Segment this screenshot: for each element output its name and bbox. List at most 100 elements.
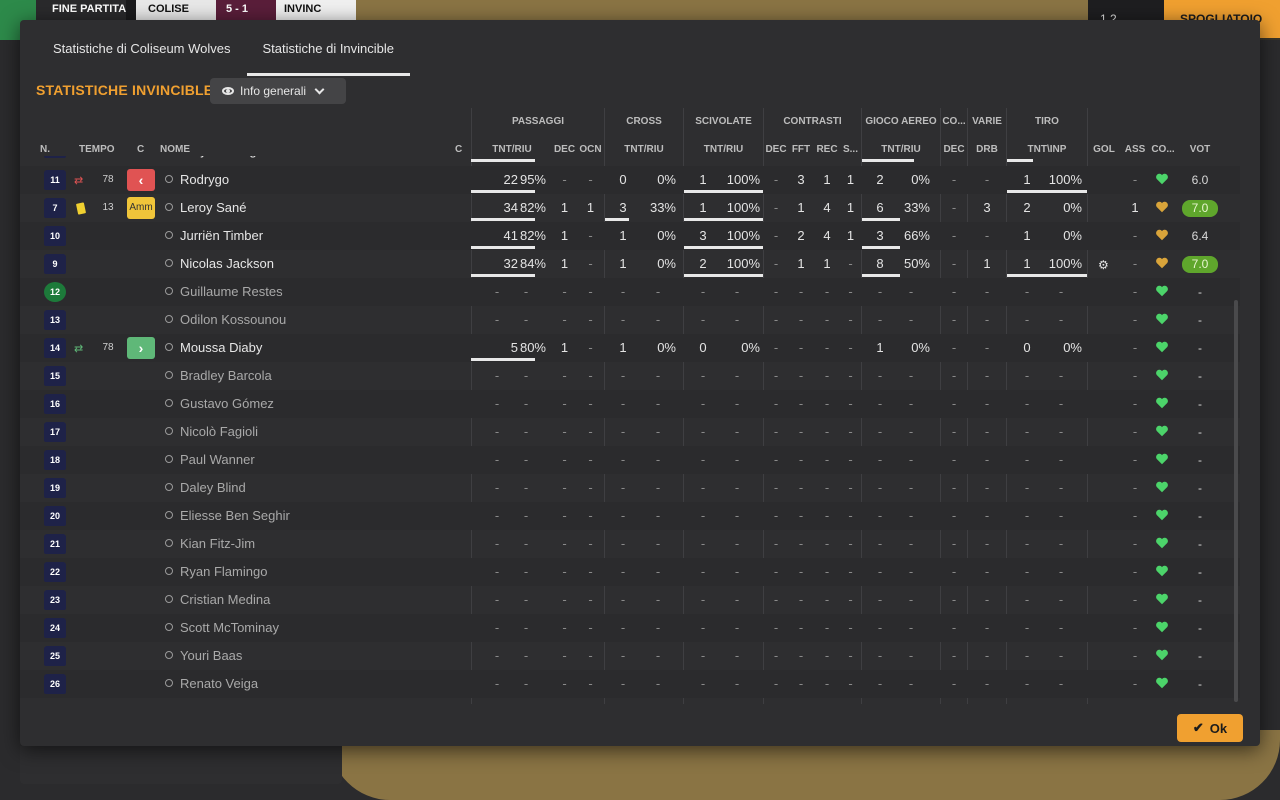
table-row[interactable]: 18 Paul Wanner - - - - - - - - - - - - - - - - - - - - — [20, 446, 1240, 474]
tab-coliseum-wolves[interactable]: Statistiche di Coliseum Wolves — [20, 20, 247, 76]
table-row[interactable]: 22 Ryan Flamingo - - - - - - - - - - - - - - - - - - - - — [20, 558, 1240, 586]
match-rating: - — [1198, 285, 1202, 299]
stat-cs: - — [848, 396, 853, 411]
col-n[interactable]: N. — [40, 144, 50, 155]
table-row[interactable]: 16 Gustavo Gómez - - - - - - - - - - - - - - - - - - - - — [20, 390, 1240, 418]
table-row[interactable]: 13 Odilon Kossounou - - - - - - - - - - - - - - - - - - - - — [20, 306, 1240, 334]
stat-drb: - — [984, 284, 990, 299]
table-row[interactable]: 11 ⇄ 78 ‹ Rodrygo 22 95% - -0 0% 1 100% -3 1 1 2 0% - -1 10… — [20, 166, 1240, 194]
col-con-s[interactable]: S... — [842, 144, 858, 155]
shirt-icon: 7 — [44, 198, 66, 218]
col-con-rec[interactable]: REC — [816, 144, 838, 155]
booked-badge: Amm — [127, 197, 155, 219]
stat-a2: - — [908, 480, 914, 495]
col-vot[interactable]: VOT — [1189, 144, 1211, 155]
col-pass-ocn[interactable]: OCN — [579, 144, 602, 155]
stat-c1: 0 — [619, 172, 627, 187]
stat-codec: - — [951, 676, 957, 691]
stat-bar — [1007, 274, 1087, 277]
table-row[interactable]: 17 Nicolò Fagioli - - - - - - - - - - - - - - - - - - - - — [20, 418, 1240, 446]
table-row[interactable]: 14 ⇄ 78 › Moussa Diaby 5 80% 1-1 0% 0 0% - - - -1 0% - -0… — [20, 334, 1240, 362]
table-row[interactable]: 7 13 Amm Leroy Sané 34 82% 1 1 3 33% 1 100% -1 4 1 6 33%… — [20, 194, 1240, 222]
table-row[interactable]: 25 Youri Baas - - - - - - - - - - - - - - - - - - - - — [20, 642, 1240, 670]
col-sciv-tnt[interactable]: TNT/RIU — [703, 144, 744, 155]
stat-c1: 1 — [619, 256, 627, 271]
table-row-partial[interactable]: Ilkay Gündoğan — [20, 156, 1240, 166]
table-row[interactable]: 24 Scott McTominay - - - - - - - - - - - - - - - - - - - - — [20, 614, 1240, 642]
table-row[interactable]: 10 Jurriën Timber 41 82% 1-1 0% 3 100% -2 4 1 3 66% -… — [20, 222, 1240, 250]
person-icon — [163, 567, 173, 578]
col-nome[interactable]: NOME — [160, 144, 190, 155]
table-row[interactable]: 23 Cristian Medina - - - - - - - - - - - - - - - - - - - - — [20, 586, 1240, 614]
stat-s2: 100% — [726, 172, 760, 187]
stat-pocn: - — [588, 676, 593, 691]
stat-c2: - — [655, 368, 661, 383]
home-team: COLISE — [148, 3, 189, 15]
table-row[interactable]: 9 Nicolas Jackson 32 84% 1-1 0% 2 100% -1 1-8 50% -… — [20, 250, 1240, 278]
stat-p2: - — [523, 312, 529, 327]
stat-ass: - — [1132, 564, 1138, 579]
stat-t2: - — [1058, 424, 1064, 439]
col-co-dec[interactable]: DEC — [943, 144, 965, 155]
match-rating: - — [1198, 593, 1202, 607]
stat-codec: - — [951, 620, 957, 635]
pitch-strip — [330, 0, 1090, 22]
stat-cdec: - — [773, 592, 779, 607]
stat-fft: - — [798, 592, 804, 607]
stat-c2: - — [655, 312, 661, 327]
col-con-dec[interactable]: DEC — [765, 144, 787, 155]
stat-drb: - — [984, 424, 990, 439]
stat-s1: - — [700, 620, 706, 635]
tab-invincible[interactable]: Statistiche di Invincible — [246, 20, 411, 76]
col-tiro-tnt[interactable]: TNT\INP — [1027, 144, 1067, 155]
col-gol[interactable]: GOL — [1093, 144, 1115, 155]
stat-t2: - — [1058, 396, 1064, 411]
stat-cdec: - — [773, 256, 779, 271]
vertical-scrollbar[interactable] — [1234, 300, 1238, 702]
col-c[interactable]: C — [137, 144, 145, 155]
shirt-icon: 10 — [44, 226, 66, 246]
stat-bar — [862, 274, 900, 277]
player-name: Kian Fitz-Jim — [180, 536, 256, 551]
col-ass[interactable]: ASS — [1124, 144, 1146, 155]
stat-cs: - — [848, 620, 853, 635]
col-drb[interactable]: DRB — [976, 144, 998, 155]
stat-cs: - — [848, 592, 853, 607]
ok-button[interactable]: ✔ Ok — [1177, 714, 1243, 742]
stat-drb: - — [984, 452, 990, 467]
table-row[interactable]: 15 Bradley Barcola - - - - - - - - - - - - - - - - - - - - — [20, 362, 1240, 390]
view-dropdown[interactable]: Info generali — [210, 78, 346, 104]
stat-p1: - — [494, 480, 500, 495]
stat-p2: - — [523, 536, 529, 551]
table-row[interactable]: 26 Renato Veiga - - - - - - - - - - - - - - - - - - - - — [20, 670, 1240, 698]
table-row[interactable]: 12 Guillaume Restes - - - - - - - - - - - - - - - - - - - - — [20, 278, 1240, 306]
stat-pocn: - — [588, 480, 593, 495]
stat-pocn: - — [588, 452, 593, 467]
shirt-icon: 26 — [44, 674, 66, 694]
stat-codec: - — [951, 592, 957, 607]
col-tempo[interactable]: TEMPO — [79, 144, 115, 155]
col-cond[interactable]: CO... — [1151, 144, 1175, 155]
stat-rec: - — [824, 284, 830, 299]
col-pass-dec[interactable]: DEC — [553, 144, 576, 155]
col-pass-tnt[interactable]: TNT/RIU — [492, 144, 532, 155]
table-row[interactable]: 21 Kian Fitz-Jim - - - - - - - - - - - - - - - - - - - - — [20, 530, 1240, 558]
stat-t2: 0% — [1063, 200, 1082, 215]
away-team: INVINC — [284, 3, 322, 15]
col-c2[interactable]: C — [455, 144, 463, 155]
stat-ass: - — [1132, 620, 1138, 635]
col-cross-tnt[interactable]: TNT/RIU — [624, 144, 664, 155]
col-aereo-tnt[interactable]: TNT/RIU — [881, 144, 921, 155]
shirt-icon: 18 — [44, 450, 66, 470]
stat-c2: - — [655, 424, 661, 439]
stat-cdec: - — [773, 172, 779, 187]
match-rating: - — [1198, 481, 1202, 495]
col-con-fft[interactable]: FFT — [791, 144, 811, 155]
table-row[interactable]: 20 Eliesse Ben Seghir - - - - - - - - - - - - - - - - - - - - — [20, 502, 1240, 530]
stat-c2: 33% — [649, 200, 676, 215]
modal-footer-extension — [20, 746, 342, 784]
stat-c2: 0% — [657, 256, 676, 271]
person-icon — [163, 343, 173, 354]
table-row[interactable]: 19 Daley Blind - - - - - - - - - - - - - - - - - - - - — [20, 474, 1240, 502]
condition-heart-icon — [1155, 508, 1169, 522]
